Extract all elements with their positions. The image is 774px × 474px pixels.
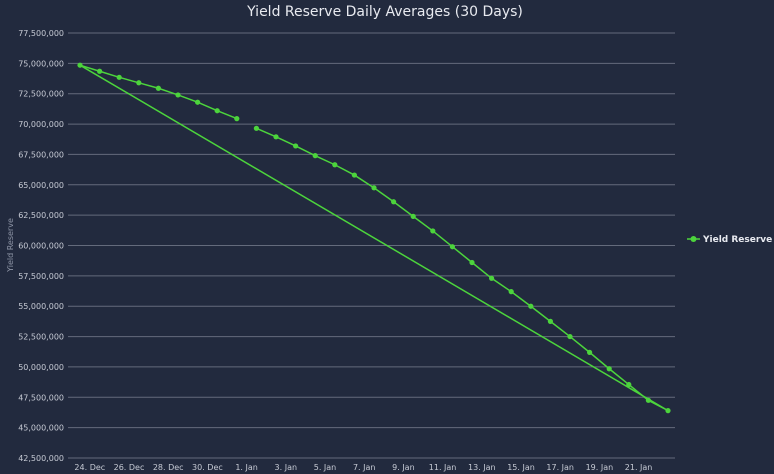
data-point[interactable] bbox=[77, 62, 83, 68]
series-layer bbox=[77, 62, 671, 414]
data-point[interactable] bbox=[155, 85, 161, 91]
x-tick-label: 21. Jan bbox=[625, 463, 653, 472]
data-point[interactable] bbox=[528, 303, 534, 309]
data-point[interactable] bbox=[410, 213, 416, 219]
data-point[interactable] bbox=[136, 80, 142, 86]
data-point[interactable] bbox=[489, 275, 495, 281]
y-tick-label: 60,000,000 bbox=[18, 242, 64, 251]
data-point[interactable] bbox=[626, 381, 632, 388]
y-tick-label: 47,500,000 bbox=[18, 393, 64, 402]
y-tick-label: 65,000,000 bbox=[18, 181, 64, 190]
x-tick-label: 13. Jan bbox=[468, 463, 496, 472]
data-point[interactable] bbox=[273, 134, 279, 140]
x-tick-label: 15. Jan bbox=[507, 463, 535, 472]
legend-item-yield-reserve[interactable]: Yield Reserve bbox=[702, 235, 772, 245]
data-point[interactable] bbox=[351, 172, 357, 178]
x-tick-label: 19. Jan bbox=[586, 463, 614, 472]
data-point[interactable] bbox=[547, 318, 554, 324]
data-point[interactable] bbox=[312, 153, 318, 159]
data-point[interactable] bbox=[645, 397, 652, 403]
y-tick-label: 55,000,000 bbox=[18, 302, 64, 311]
data-point[interactable] bbox=[175, 92, 181, 98]
y-axis-ticks: 77,500,000 75,000,000 72,500,000 70,000,000… bbox=[18, 29, 64, 463]
y-tick-label: 70,000,000 bbox=[18, 120, 64, 129]
x-tick-label: 1. Jan bbox=[235, 463, 258, 472]
y-tick-label: 62,500,000 bbox=[18, 211, 64, 220]
y-tick-label: 75,000,000 bbox=[18, 59, 64, 68]
legend[interactable]: Yield Reserve bbox=[687, 235, 772, 245]
x-tick-label: 11. Jan bbox=[429, 463, 457, 472]
y-tick-label: 50,000,000 bbox=[18, 363, 64, 372]
data-point[interactable] bbox=[391, 199, 397, 205]
legend-marker-icon bbox=[690, 236, 697, 242]
data-point[interactable] bbox=[195, 99, 201, 105]
data-point[interactable] bbox=[234, 116, 240, 122]
data-point[interactable] bbox=[253, 125, 259, 131]
data-point[interactable] bbox=[567, 333, 573, 340]
x-axis-ticks: 24. Dec 26. Dec 28. Dec 30. Dec 1. Jan 3. Jan… bbox=[74, 463, 652, 472]
grid-lines bbox=[68, 32, 675, 459]
data-point[interactable] bbox=[469, 259, 475, 266]
data-point[interactable] bbox=[606, 366, 612, 372]
x-tick-label: 9. Jan bbox=[392, 463, 415, 472]
data-point[interactable] bbox=[214, 108, 220, 114]
x-tick-label: 3. Jan bbox=[275, 463, 298, 472]
x-tick-label: 5. Jan bbox=[314, 463, 337, 472]
data-point[interactable] bbox=[97, 68, 103, 74]
data-point[interactable] bbox=[508, 289, 514, 295]
series-line bbox=[79, 64, 669, 412]
x-tick-label: 26. Dec bbox=[114, 463, 145, 472]
y-tick-label: 45,000,000 bbox=[18, 424, 64, 433]
data-point[interactable] bbox=[587, 349, 593, 355]
data-point[interactable] bbox=[293, 143, 299, 149]
y-tick-label: 67,500,000 bbox=[18, 150, 64, 159]
x-tick-label: 30. Dec bbox=[192, 463, 223, 472]
data-point[interactable] bbox=[430, 228, 436, 234]
y-tick-label: 52,500,000 bbox=[18, 333, 64, 342]
x-tick-label: 28. Dec bbox=[153, 463, 184, 472]
y-tick-label: 42,500,000 bbox=[18, 454, 64, 463]
y-tick-label: 77,500,000 bbox=[18, 29, 64, 38]
data-point[interactable] bbox=[332, 162, 338, 168]
y-axis-label: Yield Reserve bbox=[6, 218, 15, 273]
data-point[interactable] bbox=[665, 408, 671, 414]
x-tick-label: 24. Dec bbox=[74, 463, 105, 472]
data-point[interactable] bbox=[116, 74, 122, 80]
y-tick-label: 57,500,000 bbox=[18, 272, 64, 281]
data-point[interactable] bbox=[371, 185, 377, 191]
x-tick-label: 17. Jan bbox=[546, 463, 574, 472]
y-tick-label: 72,500,000 bbox=[18, 90, 64, 99]
x-tick-label: 7. Jan bbox=[353, 463, 376, 472]
chart-title: Yield Reserve Daily Averages (30 Days) bbox=[246, 4, 523, 20]
data-point[interactable] bbox=[449, 244, 455, 250]
